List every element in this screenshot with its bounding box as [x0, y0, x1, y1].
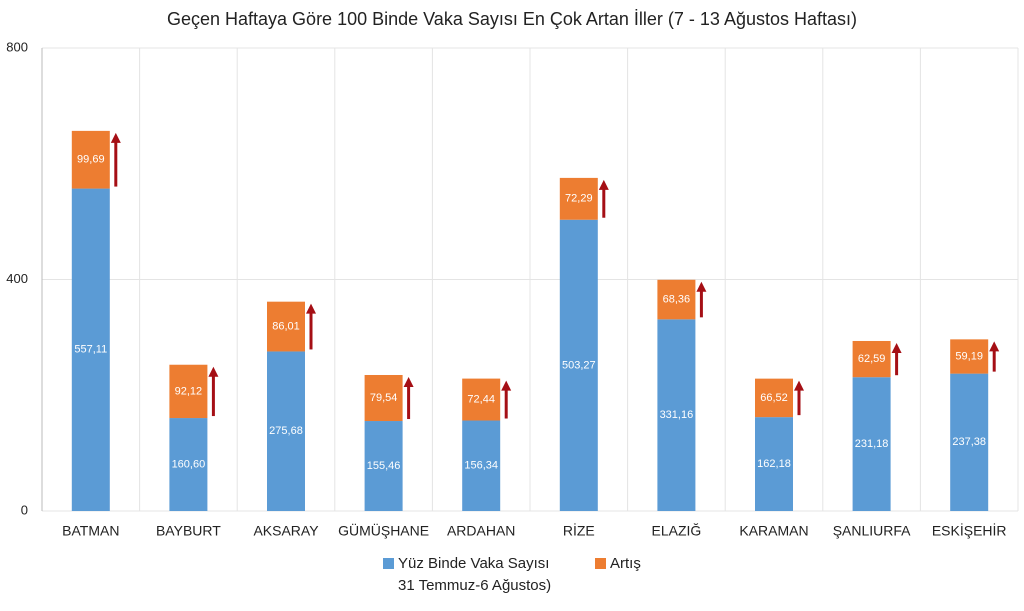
arrow-head	[598, 179, 609, 190]
bar-segment	[559, 219, 598, 511]
bar-segment	[462, 420, 501, 511]
legend-swatch	[595, 558, 606, 569]
bar-segment	[950, 373, 989, 511]
legend-label: Yüz Binde Vaka Sayısı 31 Temmuz-6 Ağusto…	[398, 555, 552, 594]
value-label: 237,38	[952, 436, 986, 448]
value-label: 503,27	[562, 359, 596, 371]
value-label: 160,60	[172, 458, 206, 470]
value-label: 59,19	[955, 350, 983, 362]
y-tick-label: 0	[21, 502, 28, 517]
arrow-head	[110, 132, 121, 143]
value-label: 162,18	[757, 458, 791, 470]
value-label: 557,11	[74, 344, 107, 356]
bar-segment	[559, 177, 598, 220]
x-tick-label: BAYBURT	[156, 523, 221, 539]
x-tick-label: AKSARAY	[253, 523, 319, 539]
bar-segment	[852, 377, 891, 511]
arrow-head	[306, 303, 316, 314]
value-label: 275,68	[269, 425, 303, 437]
value-label: 79,54	[370, 392, 398, 404]
x-tick-label: ELAZIĞ	[652, 523, 702, 539]
value-label: 72,29	[565, 193, 593, 205]
x-tick-label: BATMAN	[62, 523, 119, 539]
bar-segment	[71, 188, 110, 512]
value-label: 156,34	[464, 460, 498, 472]
bar-segment	[657, 319, 696, 511]
x-tick-label: ESKİŞEHİR	[932, 522, 1007, 539]
bar-segment	[267, 301, 305, 352]
x-tick-label: RİZE	[563, 522, 595, 539]
value-label: 62,59	[858, 353, 886, 365]
x-tick-label: ARDAHAN	[447, 523, 515, 539]
bar-segment	[462, 378, 501, 421]
bar-segment	[852, 340, 891, 378]
bar-segment	[950, 339, 989, 374]
arrow-head	[696, 281, 707, 292]
bar-segment	[267, 351, 305, 511]
value-label: 86,01	[272, 320, 300, 332]
bar-segment	[755, 378, 793, 418]
y-tick-label: 400	[6, 271, 28, 286]
legend-swatch	[383, 558, 394, 569]
arrow-head	[501, 380, 512, 391]
arrow-head	[794, 380, 804, 391]
value-label: 66,52	[760, 392, 788, 404]
bar-segment	[364, 374, 403, 422]
arrow-head	[403, 376, 414, 387]
value-label: 231,18	[855, 438, 889, 450]
value-label: 92,12	[175, 385, 203, 397]
x-tick-label: KARAMAN	[739, 523, 808, 539]
bar-segment	[169, 364, 208, 419]
value-label: 68,36	[663, 293, 691, 305]
bar-segment	[364, 421, 403, 511]
arrow-head	[891, 342, 902, 353]
arrow-head	[989, 341, 1000, 352]
value-label: 72,44	[467, 393, 495, 405]
bar-segment	[755, 417, 793, 511]
x-tick-label: GÜMÜŞHANE	[338, 522, 429, 539]
x-tick-label: ŞANLIURFA	[833, 523, 911, 539]
bar-segment	[71, 130, 110, 189]
value-label: 155,46	[367, 460, 401, 472]
y-tick-label: 800	[6, 39, 28, 54]
bar-segment	[657, 279, 696, 320]
bar-segment	[169, 418, 208, 511]
value-label: 331,16	[660, 409, 694, 421]
value-label: 99,69	[77, 154, 105, 166]
legend-label: Artış	[610, 555, 641, 572]
arrow-head	[208, 366, 219, 377]
chart-title: Geçen Haftaya Göre 100 Binde Vaka Sayısı…	[167, 9, 857, 29]
